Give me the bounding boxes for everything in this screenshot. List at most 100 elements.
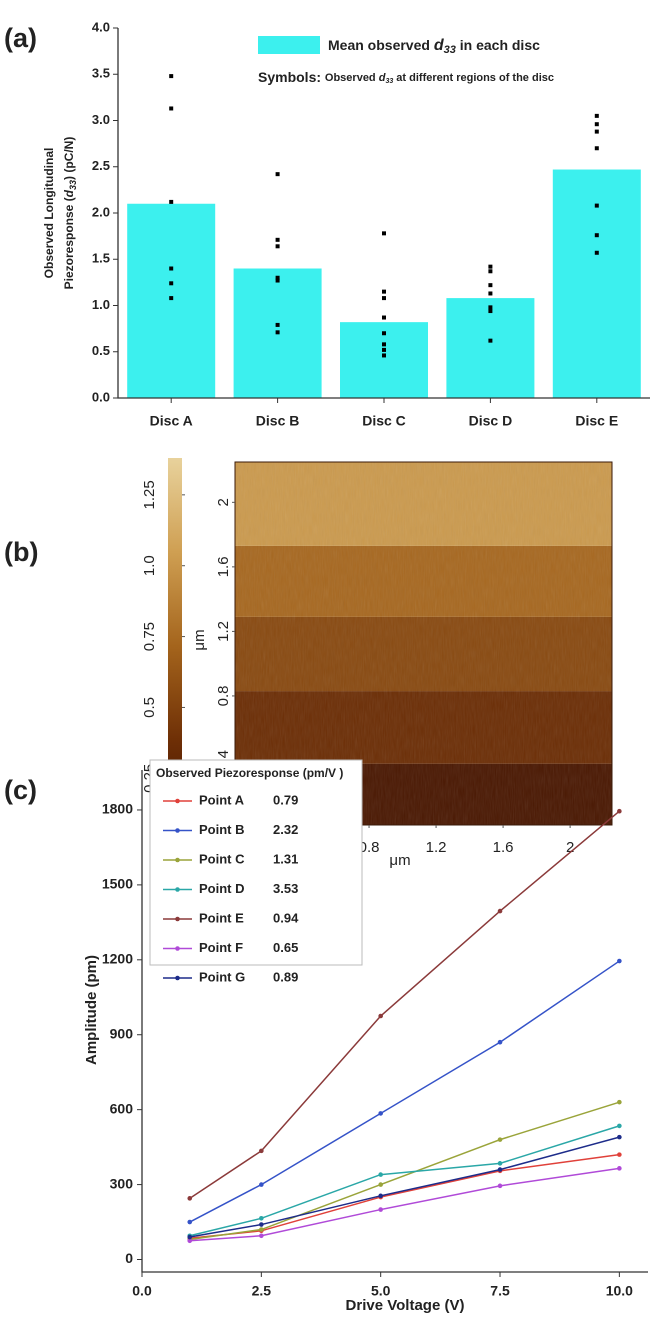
legend-label-part: 33 xyxy=(385,78,393,85)
data-point xyxy=(617,959,622,964)
legend-label-part: Observed xyxy=(325,72,379,84)
y-tick-label: 1.0 xyxy=(92,297,110,312)
data-point xyxy=(276,172,280,176)
data-point xyxy=(498,1161,503,1166)
y-axis-label-part: ) (pC/N) xyxy=(62,137,76,180)
y-axis-label: Piezoresponse (d33) (pC/N) xyxy=(62,137,78,290)
series-line xyxy=(190,1102,620,1239)
series-line xyxy=(190,1126,620,1236)
y-axis-label-part: Piezoresponse ( xyxy=(62,197,76,289)
panel-label: (b) xyxy=(4,537,38,567)
x-tick-label: Disc B xyxy=(256,413,300,429)
y-tick-label: 1.6 xyxy=(215,556,232,577)
data-point xyxy=(382,331,386,335)
data-point xyxy=(595,130,599,134)
data-point xyxy=(382,296,386,300)
legend-label-part: 33 xyxy=(444,44,456,56)
y-tick-label: 1.5 xyxy=(92,251,110,266)
legend-marker xyxy=(175,976,180,981)
data-point xyxy=(617,1152,622,1157)
data-point xyxy=(259,1227,264,1232)
legend-value: 0.89 xyxy=(273,969,298,984)
data-point xyxy=(382,316,386,320)
data-point xyxy=(617,1166,622,1171)
data-point xyxy=(595,146,599,150)
legend-label-part: Mean observed xyxy=(328,37,434,53)
data-point xyxy=(498,909,503,914)
legend-label: Point B xyxy=(199,822,245,837)
legend-value: 2.32 xyxy=(273,822,298,837)
series-line xyxy=(190,1137,620,1237)
data-point xyxy=(276,323,280,327)
y-tick-label: 3.5 xyxy=(92,66,110,81)
legend-label: Point F xyxy=(199,940,243,955)
data-point xyxy=(382,342,386,346)
page: {"chart_data": [ {"type": "bar", "panel_… xyxy=(0,0,665,1320)
data-point xyxy=(276,244,280,248)
legend-label-part: at different regions of the disc xyxy=(393,72,554,84)
y-tick-label: 2.0 xyxy=(92,204,110,219)
legend-label: Symbols: Observed d33 at different regio… xyxy=(258,69,554,85)
y-tick-label: 4.0 xyxy=(92,19,110,34)
x-tick-label: Disc D xyxy=(469,413,513,429)
legend-label: Mean observed d33 in each disc xyxy=(328,37,540,56)
y-axis-label: μm xyxy=(191,629,208,650)
legend-value: 0.65 xyxy=(273,940,298,955)
data-point xyxy=(259,1233,264,1238)
data-point xyxy=(488,309,492,313)
legend-label-part: in each disc xyxy=(456,37,540,53)
legend-value: 0.79 xyxy=(273,792,298,807)
data-point xyxy=(617,809,622,814)
legend-value: 3.53 xyxy=(273,881,298,896)
data-point xyxy=(498,1184,503,1189)
y-axis-label-part: 33 xyxy=(68,180,78,190)
x-tick-label: 0.0 xyxy=(132,1283,152,1299)
data-point xyxy=(488,305,492,309)
data-point xyxy=(498,1137,503,1142)
data-point xyxy=(488,339,492,343)
data-point xyxy=(498,1167,503,1172)
legend-marker xyxy=(175,887,180,892)
y-tick-label: 2.5 xyxy=(92,158,110,173)
bar xyxy=(446,298,534,398)
data-point xyxy=(169,281,173,285)
y-tick-label: 1.2 xyxy=(215,621,232,642)
y-tick-label: 900 xyxy=(110,1025,134,1041)
data-point xyxy=(595,122,599,126)
x-axis-label: μm xyxy=(389,852,410,869)
y-tick-label: 0.5 xyxy=(92,343,110,358)
legend-label: Point G xyxy=(199,969,245,984)
x-axis-label: Drive Voltage (V) xyxy=(346,1297,465,1314)
x-tick-label: Disc C xyxy=(362,413,406,429)
panel-label: (a) xyxy=(4,23,37,53)
y-tick-label: 1500 xyxy=(102,876,133,892)
x-tick-label: 2 xyxy=(566,839,574,856)
data-point xyxy=(617,1100,622,1105)
data-point xyxy=(595,114,599,118)
data-point xyxy=(378,1194,383,1199)
y-tick-label: 0.8 xyxy=(215,686,232,707)
data-point xyxy=(382,348,386,352)
bar xyxy=(127,204,215,398)
legend-marker xyxy=(175,799,180,804)
x-tick-label: Disc A xyxy=(150,413,193,429)
data-point xyxy=(617,1124,622,1129)
legend-label: Point E xyxy=(199,910,244,925)
legend-marker xyxy=(175,828,180,833)
y-tick-label: 600 xyxy=(110,1100,134,1116)
colorbar-tick-label: 1.25 xyxy=(141,480,158,509)
data-point xyxy=(378,1111,383,1116)
legend-label-part: Symbols: xyxy=(258,69,325,85)
colorbar-tick-label: 0.5 xyxy=(141,697,158,718)
legend-label: Point C xyxy=(199,851,245,866)
legend-marker xyxy=(175,946,180,951)
legend-marker xyxy=(175,858,180,863)
data-point xyxy=(259,1222,264,1227)
y-tick-label: 2 xyxy=(215,498,232,506)
legend-label: Point D xyxy=(199,881,245,896)
y-axis-label: Amplitude (pm) xyxy=(83,955,100,1065)
legend-marker xyxy=(175,917,180,922)
legend-value: 1.31 xyxy=(273,851,298,866)
legend-value: 0.94 xyxy=(273,910,299,925)
data-point xyxy=(187,1196,192,1201)
